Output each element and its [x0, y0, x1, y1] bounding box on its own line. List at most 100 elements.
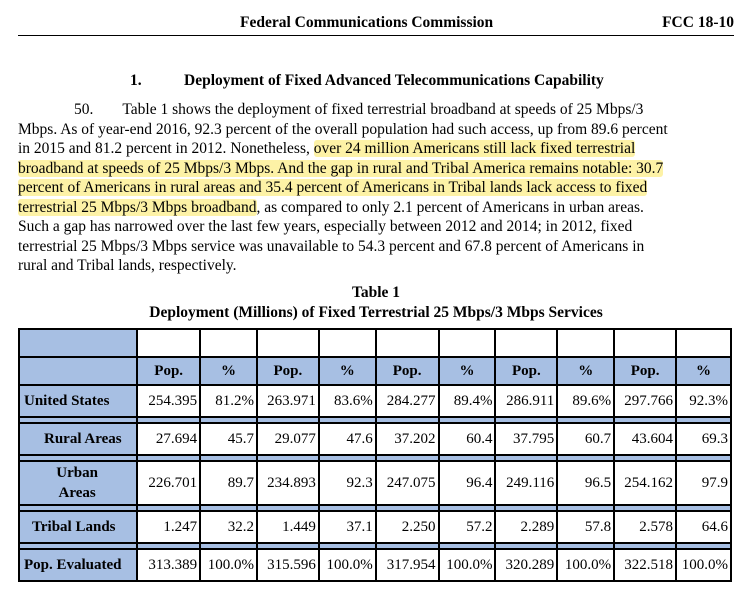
table-cell: 92.3 [317, 460, 377, 506]
table-cell: 226.701 [136, 460, 202, 506]
year-header-cell [556, 328, 616, 358]
table-cell: 315.596 [255, 548, 320, 582]
table-spacer-row [17, 543, 732, 549]
table-cell: 57.8 [556, 510, 616, 544]
table-cell: 64.6 [675, 510, 732, 544]
table-row: Pop. Evaluated 313.389 100.0% 315.596 10… [17, 548, 732, 582]
table-cell: 83.6% [317, 384, 377, 418]
table-cell: 284.277 [374, 384, 440, 418]
table-cell: 92.3% [675, 384, 732, 418]
paragraph-50: 50. Table 1 shows the deployment of fixed… [18, 100, 734, 276]
document-id: FCC 18-10 [662, 14, 734, 31]
table-cell: 37.795 [494, 422, 559, 456]
table-cell: 234.893 [255, 460, 320, 506]
table-cell: 47.6 [317, 422, 377, 456]
highlighted-text: over 24 million Americans still lack fix… [313, 140, 636, 157]
year-header-cell [675, 328, 732, 358]
table-cell: 2.289 [494, 510, 559, 544]
column-header-pop: Pop. [494, 356, 559, 386]
table-row: United States 254.395 81.2% 263.971 83.6… [17, 384, 732, 418]
section-number: 1. [130, 72, 142, 89]
paragraph-line: 50. Table 1 shows the deployment of fixed… [74, 101, 644, 118]
deployment-table: Pop. % Pop. % Pop. % Pop. % Pop. % Unite… [17, 328, 732, 582]
paragraph-line: terrestrial 25 Mbps/3 Mbps broadband, as… [18, 198, 644, 216]
table-cell: 96.4 [437, 460, 497, 506]
paragraph-line: in 2015 and 81.2 percent in 2012. Noneth… [18, 140, 636, 157]
table-cell: 263.971 [255, 384, 320, 418]
year-header-cell [437, 328, 497, 358]
year-header-cell [255, 328, 320, 358]
column-header-pct: % [317, 356, 377, 386]
header-label-cell [17, 356, 139, 386]
table-cell: 247.075 [374, 460, 440, 506]
table-cell: 1.449 [255, 510, 320, 544]
year-header-cell [613, 328, 678, 358]
year-header-cell [494, 328, 559, 358]
table-cell: 100.0% [317, 548, 377, 582]
paragraph-number: 50. [74, 101, 94, 118]
table-cell: 297.766 [613, 384, 678, 418]
table-cell: 89.4% [437, 384, 497, 418]
table-cell: 286.911 [494, 384, 559, 418]
column-header-pop: Pop. [255, 356, 320, 386]
paragraph-line: Such a gap has narrowed over the last fe… [18, 218, 633, 235]
table-cell: 89.7 [199, 460, 258, 506]
table-cell: 89.6% [556, 384, 616, 418]
table-cell: 100.0% [556, 548, 616, 582]
table-cell: 317.954 [374, 548, 440, 582]
table-cell: 69.3 [675, 422, 732, 456]
table-cell: 81.2% [199, 384, 258, 418]
table-cell: 37.1 [317, 510, 377, 544]
table-cell: 2.578 [613, 510, 678, 544]
year-header-cell [317, 328, 377, 358]
table-cell: 43.604 [613, 422, 678, 456]
column-header-pct: % [556, 356, 616, 386]
table-row: Urban Areas 226.701 89.7 234.893 92.3 247… [17, 460, 732, 506]
table-corner-cell [17, 328, 139, 358]
table-year-header-row [17, 328, 732, 358]
table-column-header-row: Pop. % Pop. % Pop. % Pop. % Pop. % [17, 356, 732, 386]
highlighted-text: percent of Americans in rural areas and … [18, 179, 648, 196]
row-label: Tribal Lands [17, 510, 139, 544]
row-label: Urban Areas [17, 460, 139, 506]
column-header-pct: % [675, 356, 732, 386]
table-cell: 100.0% [199, 548, 258, 582]
table-spacer-row [17, 455, 732, 461]
table-row: Tribal Lands 1.247 32.2 1.449 37.1 2.250… [17, 510, 732, 544]
agency-name: Federal Communications Commission [240, 14, 494, 31]
section-title: Deployment of Fixed Advanced Telecommuni… [184, 72, 604, 89]
column-header-pct: % [199, 356, 258, 386]
highlighted-text: terrestrial 25 Mbps/3 Mbps broadband [18, 198, 257, 216]
year-header-cell [374, 328, 440, 358]
paragraph-line: broadband at speeds of 25 Mbps/3 Mbps. A… [18, 159, 734, 179]
table-cell: 60.4 [437, 422, 497, 456]
table-cell: 27.694 [136, 422, 202, 456]
table-cell: 313.389 [136, 548, 202, 582]
table-cell: 37.202 [374, 422, 440, 456]
table-cell: 60.7 [556, 422, 616, 456]
table-title: Deployment (Millions) of Fixed Terrestri… [149, 304, 603, 321]
highlighted-text: broadband at speeds of 25 Mbps/3 Mbps. A… [18, 159, 664, 177]
table-spacer-row [17, 417, 732, 423]
table-cell: 57.2 [437, 510, 497, 544]
year-header-cell [136, 328, 202, 358]
paragraph-line: terrestrial 25 Mbps/3 Mbps service was u… [18, 237, 645, 255]
table-cell: 2.250 [374, 510, 440, 544]
table-cell: 249.116 [494, 460, 559, 506]
table-cell: 29.077 [255, 422, 320, 456]
table-cell: 254.162 [613, 460, 678, 506]
table-cell: 100.0% [437, 548, 497, 582]
year-header-cell [199, 328, 258, 358]
row-label: Pop. Evaluated [17, 548, 139, 582]
table-cell: 322.518 [613, 548, 678, 582]
table-caption: Table 1 [351, 284, 401, 301]
column-header-pop: Pop. [136, 356, 202, 386]
page-header: Federal Communications Commission FCC 18… [18, 12, 734, 36]
paragraph-line: Mbps. As of year-end 2016, 92.3 percent … [18, 120, 668, 138]
table-cell: 100.0% [675, 548, 732, 582]
table-cell: 97.9 [675, 460, 732, 506]
table-cell: 96.5 [556, 460, 616, 506]
row-label: United States [17, 384, 139, 418]
column-header-pct: % [437, 356, 497, 386]
column-header-pop: Pop. [374, 356, 440, 386]
